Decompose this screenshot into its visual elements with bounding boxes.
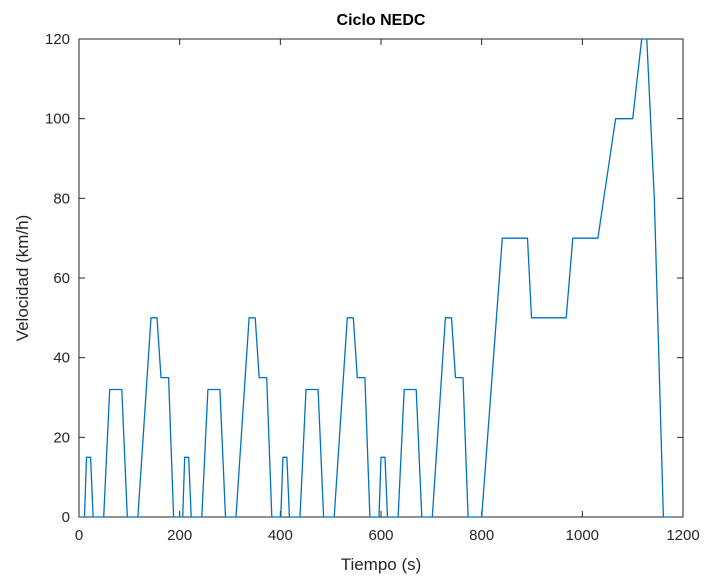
x-tick-label: 600 [368, 527, 393, 544]
x-tick-label: 1000 [566, 527, 599, 544]
y-tick-label: 0 [62, 509, 70, 526]
x-tick-label: 800 [469, 527, 494, 544]
y-tick-label: 40 [53, 350, 70, 367]
x-tick-label: 400 [268, 527, 293, 544]
x-tick-label: 200 [167, 527, 192, 544]
y-axis: 0 20 40 60 80 100 120 [45, 31, 683, 526]
x-axis: 0 200 400 600 800 1000 1200 [75, 39, 700, 544]
x-axis-label: Tiempo (s) [341, 555, 422, 574]
plot-area [78, 38, 684, 518]
y-tick-label: 100 [45, 111, 70, 128]
x-tick-label: 1200 [666, 527, 699, 544]
x-tick-label: 0 [75, 527, 83, 544]
y-tick-label: 120 [45, 31, 70, 48]
y-tick-label: 60 [53, 270, 70, 287]
y-tick-label: 80 [53, 190, 70, 207]
y-tick-label: 20 [53, 429, 70, 446]
series-line-0 [79, 38, 673, 518]
chart-title: Ciclo NEDC [337, 12, 426, 29]
series-layer [79, 38, 673, 518]
y-axis-label: Velocidad (km/h) [13, 215, 32, 342]
